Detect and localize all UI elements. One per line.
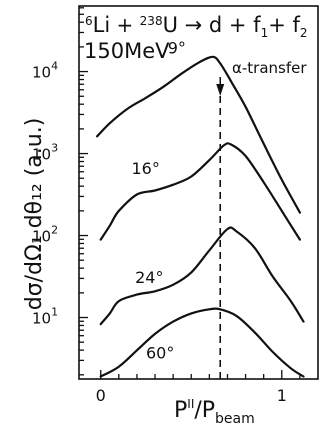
series-curve [96, 55, 301, 214]
series-label: 24° [135, 268, 163, 287]
series-curve [99, 226, 305, 326]
y-tick-label: 103 [32, 142, 58, 164]
series-curve [99, 307, 305, 378]
energy-label: 150MeV [84, 39, 170, 63]
y-tick-label: 104 [32, 60, 58, 82]
reaction-title: 6Li + 238U → d + f1+ f2 [85, 13, 308, 40]
plot-frame [78, 5, 319, 380]
alpha-transfer-label: α-transfer [232, 59, 307, 77]
series-label: 16° [132, 159, 160, 178]
x-tick-label: 1 [277, 386, 287, 405]
y-tick-label: 102 [32, 224, 58, 246]
series-label: 60° [146, 344, 174, 363]
series-curve [99, 142, 301, 241]
y-axis-label: dσ/dΩ₁ dθ₁₂ (a.u.) [22, 118, 47, 311]
x-axis-label: PII/Pbeam [174, 397, 255, 427]
series-label: 9° [168, 39, 186, 58]
alpha-transfer-arrow [216, 84, 225, 96]
x-tick-label: 0 [96, 386, 106, 405]
y-tick-label: 101 [32, 306, 58, 328]
